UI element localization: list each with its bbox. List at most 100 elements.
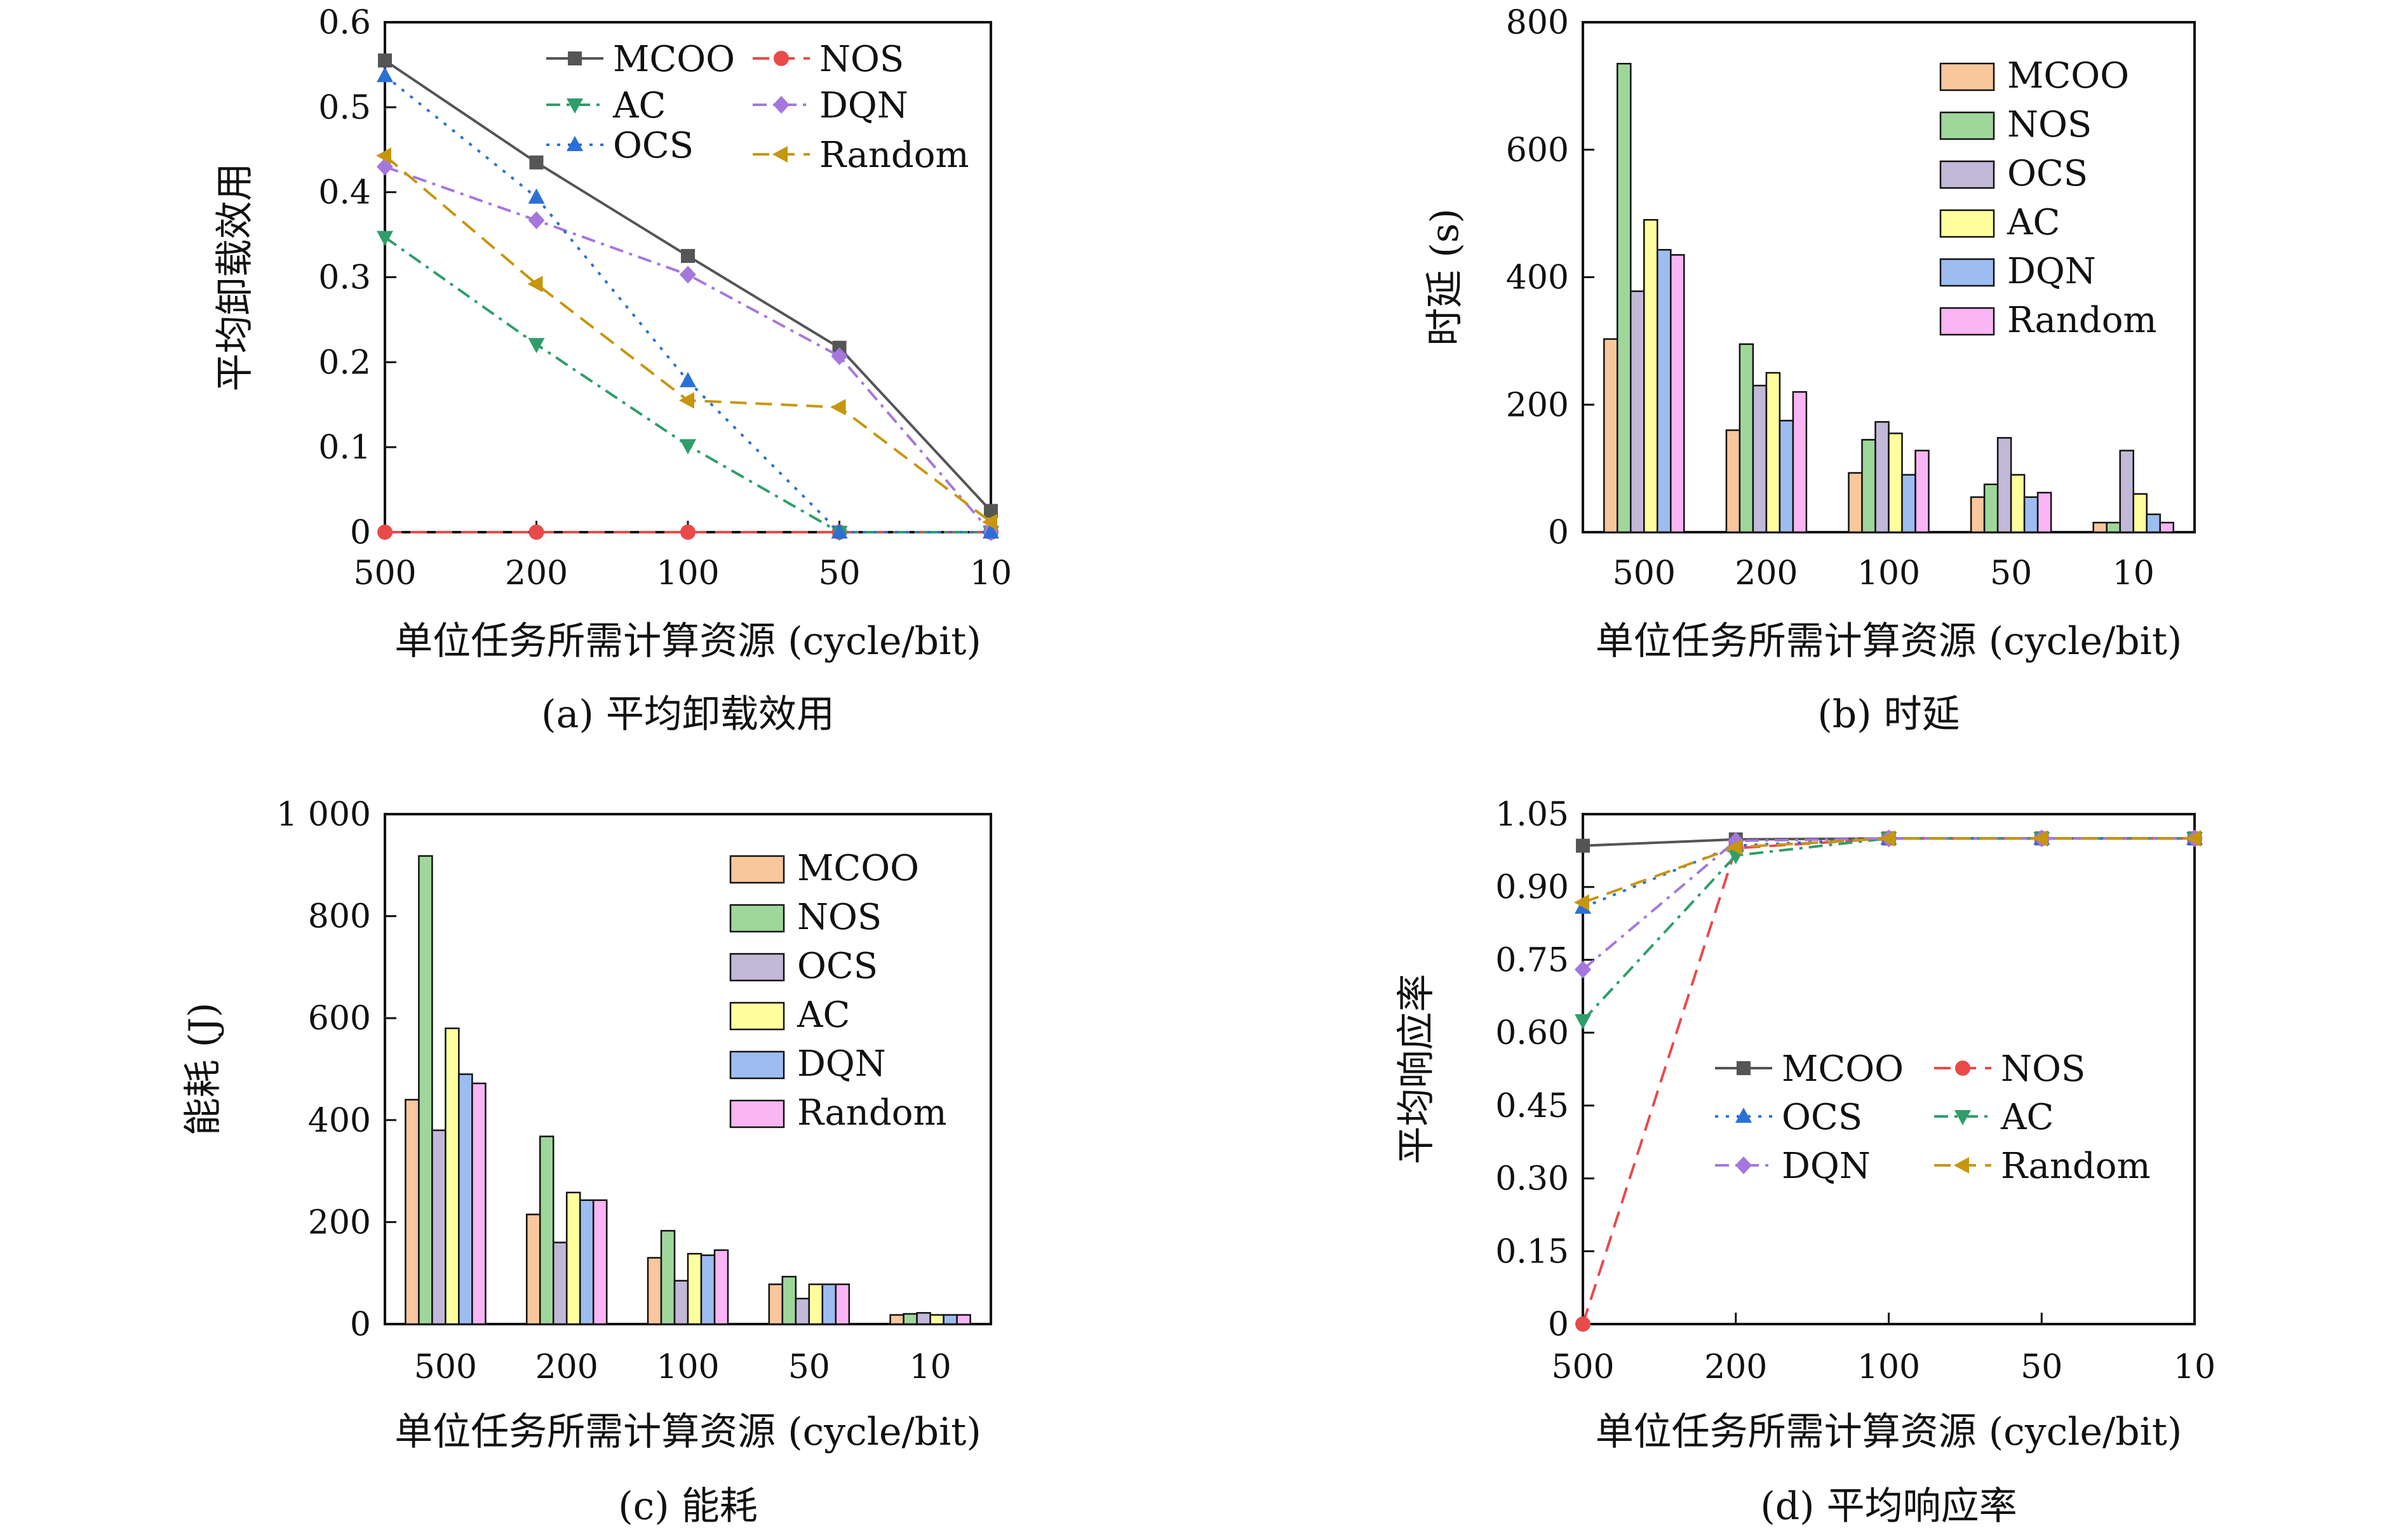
legend-marker-random [772,146,788,163]
legend-swatch-ocs [729,953,785,982]
bar-mcoo [1970,496,1986,533]
legend: MCOO NOS OCS AC DQN Random [1939,55,2157,341]
bar-random [713,1249,729,1325]
legend-label-dqn: DQN [2007,251,2096,292]
legend-label-random: Random [2007,300,2157,341]
bar-mcoo [525,1214,541,1325]
bar-dqn [2146,513,2161,533]
data-point-mcoo [1576,838,1590,853]
bar-dqn [2023,496,2039,533]
legend-swatch-mcoo [729,855,785,884]
chart-caption: (b) 时延 [1817,692,1960,737]
data-point-dqn [680,265,696,284]
bar-random [1914,450,1930,533]
bar-ac [445,1028,460,1325]
legend-swatch-random [729,1099,785,1128]
bar-ac [1643,218,1658,533]
data-point-dqn [528,211,545,229]
legend-label-nos: NOS [2001,1048,2085,1090]
x-tick-label: 10 [910,1348,952,1386]
x-tick-label: 10 [2174,1348,2216,1386]
legend-label-nos: NOS [797,897,882,938]
y-axis-label: 能耗 (J) [181,1003,225,1136]
data-point-ac [1575,1014,1591,1030]
series-line-nos [1582,837,2195,1325]
data-point-random [2033,830,2048,847]
bar-nos [1861,439,1876,533]
bar-random [835,1283,851,1325]
bar-ac [808,1283,824,1325]
bar-mcoo [1725,429,1741,533]
y-tick-label: 800 [308,898,371,936]
legend-label-random: Random [819,135,969,176]
bar-random [2036,492,2052,533]
data-point-nos [1575,1316,1591,1332]
y-tick-label: 0.3 [318,259,371,297]
y-tick-label: 0.5 [318,89,371,127]
data-point-random [982,513,997,530]
series-line-ac [1582,837,2195,1022]
data-point-dqn [831,347,848,365]
legend-label-random: Random [2001,1146,2151,1187]
bar-nos [418,855,433,1325]
bar-ocs [431,1129,447,1325]
legend-label-nos: NOS [2007,104,2092,145]
data-point-random [376,147,391,164]
data-point-random [1574,894,1589,911]
series-line-dqn [384,165,992,533]
legend-swatch-random [1939,307,1995,336]
bar-random [592,1199,608,1325]
legend-marker-random [1954,1157,1969,1174]
y-tick-label: 600 [1506,131,1569,170]
data-point-random [2186,830,2201,847]
bar-mcoo [405,1099,420,1325]
bar-dqn [1779,420,1794,533]
x-tick-label: 50 [2021,1348,2062,1386]
bar-random [1670,254,1685,533]
x-tick-label: 50 [818,554,860,593]
legend: MCOO NOS AC DQN OCS Random [546,39,969,176]
bar-dqn [943,1314,958,1325]
chart-caption: (d) 平均响应率 [1760,1484,2017,1529]
bar-chart-b: 0 200 400 600 800 时延 (s) 单位任务所需计算资源 (cycle/bit… [1423,4,2196,737]
y-tick-label: 0.4 [318,174,371,212]
x-tick-label: 100 [1857,1348,1920,1386]
legend-label-ac: AC [612,85,666,126]
bar-ocs [552,1242,568,1325]
legend-marker-mcoo [568,51,582,65]
bar-dqn [821,1283,837,1325]
bar-nos [660,1229,676,1325]
series-line-ocs [1582,837,2195,909]
y-tick-label: 0 [1548,514,1569,552]
x-tick-label: 200 [1735,554,1798,593]
x-tick-label: 100 [656,1348,719,1386]
x-tick-label: 100 [1857,554,1920,593]
bar-ac [565,1191,581,1325]
bar-mcoo [2092,521,2108,533]
x-tick-label: 50 [1990,554,2032,593]
data-point-ocs [831,523,848,539]
y-tick-label: 0.60 [1495,1014,1569,1052]
line-chart-d: 0 0.15 0.30 0.45 0.60 0.75 0.90 1.05 平均响应率单位任务所需… [1394,796,2216,1529]
legend-marker-ac [567,98,583,114]
data-point-ocs [377,67,393,83]
bar-nos [2106,521,2121,533]
data-point-random [1726,839,1742,856]
bar-dqn [1657,249,1672,533]
legend-label-random: Random [797,1092,947,1134]
legend-marker-ocs [567,136,583,151]
chart-caption: (c) 能耗 [618,1484,758,1529]
chart-caption: (a) 平均卸载效用 [541,692,835,737]
legend-label-ocs: OCS [613,125,694,166]
bar-random [2159,521,2174,533]
legend-label-mcoo: MCOO [613,39,735,80]
data-point-nos [680,525,696,540]
y-tick-label: 600 [308,1000,371,1038]
y-tick-label: 0.75 [1495,941,1569,979]
bar-ac [2010,474,2026,533]
y-tick-label: 0 [350,1306,371,1344]
data-point-random [830,399,846,416]
y-tick-label: 0.1 [318,429,371,467]
legend-marker-dqn [1735,1156,1752,1174]
